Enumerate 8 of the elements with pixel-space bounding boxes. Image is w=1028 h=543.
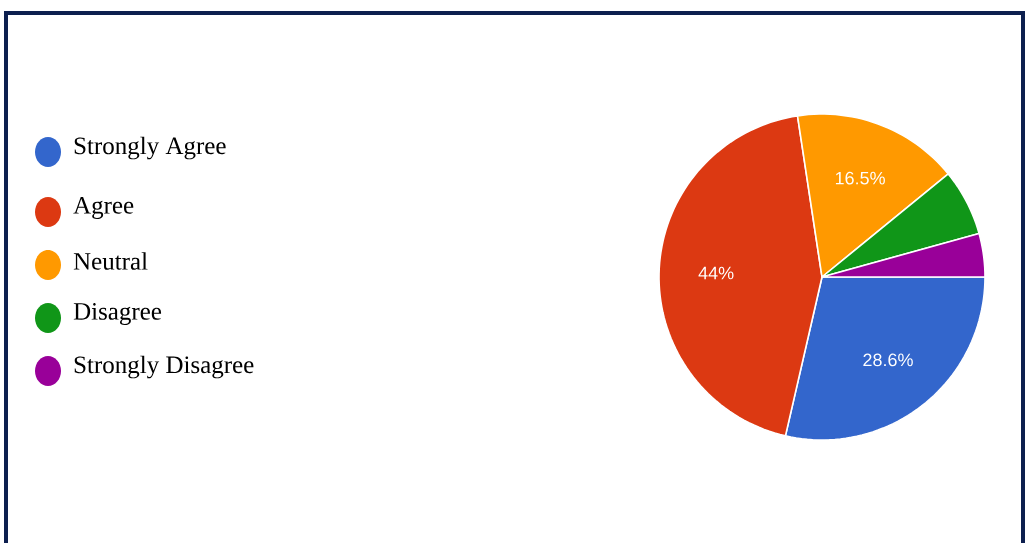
data-label: 28.6% xyxy=(863,353,913,367)
data-label: 44% xyxy=(698,266,734,280)
legend-label: Strongly Disagree xyxy=(74,355,254,379)
legend-label: Agree xyxy=(73,197,134,219)
legend-label: Disagree xyxy=(73,303,162,325)
legend-label: Strongly Agree xyxy=(74,136,226,160)
legend-label: Neutral xyxy=(73,252,148,270)
data-label: 16.5% xyxy=(835,171,885,185)
